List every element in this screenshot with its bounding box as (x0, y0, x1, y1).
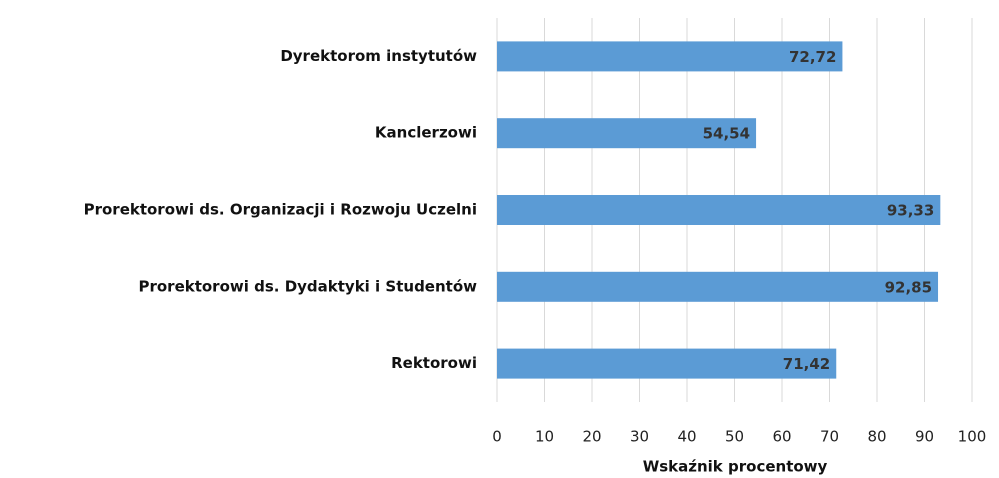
bar (497, 195, 941, 225)
x-axis-label: Wskaźnik procentowy (643, 458, 828, 476)
x-tick-label: 40 (677, 428, 696, 446)
x-tick-label: 90 (915, 428, 934, 446)
y-tick-label: Kanclerzowi (375, 124, 477, 142)
bar (497, 348, 837, 379)
value-label: 92,85 (885, 278, 932, 296)
value-label: 54,54 (703, 125, 750, 143)
value-label: 72,72 (789, 48, 836, 66)
x-tick-label: 10 (535, 428, 554, 446)
y-tick-label: Dyrektorom instytutów (280, 47, 477, 65)
y-tick-label: Rektorowi (391, 354, 477, 372)
value-label: 71,42 (783, 355, 830, 373)
bar (497, 271, 939, 302)
x-tick-label: 20 (582, 428, 601, 446)
x-tick-label: 100 (958, 428, 987, 446)
x-tick-label: 30 (630, 428, 649, 446)
y-tick-label: Prorektorowi ds. Dydaktyki i Studentów (138, 277, 477, 295)
y-tick-label: Prorektorowi ds. Organizacji i Rozwoju U… (84, 201, 477, 219)
x-tick-label: 80 (867, 428, 886, 446)
x-tick-label: 60 (772, 428, 791, 446)
bar (497, 118, 757, 149)
x-tick-label: 50 (725, 428, 744, 446)
value-label: 93,33 (887, 202, 934, 220)
bar (497, 41, 843, 72)
x-tick-label: 0 (492, 428, 502, 446)
x-tick-label: 70 (820, 428, 839, 446)
